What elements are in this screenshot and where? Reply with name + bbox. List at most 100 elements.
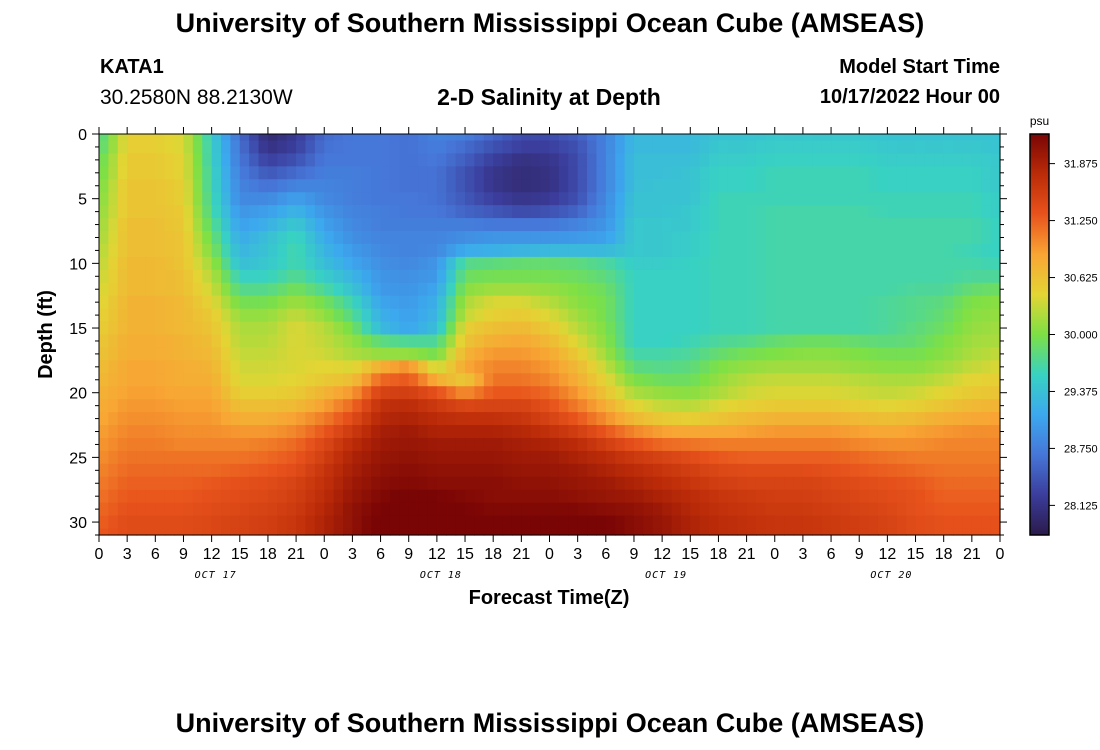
heatmap-cell bbox=[877, 412, 888, 426]
heatmap-cell bbox=[558, 476, 569, 491]
heatmap-cell bbox=[192, 476, 203, 491]
heatmap-cell bbox=[943, 437, 954, 452]
heatmap-cell bbox=[737, 515, 748, 530]
heatmap-cell bbox=[596, 502, 607, 517]
heatmap-cell bbox=[774, 243, 785, 258]
heatmap-cell bbox=[371, 528, 382, 536]
heatmap-cell bbox=[774, 179, 785, 193]
heatmap-cell bbox=[821, 437, 832, 452]
heatmap-cell bbox=[333, 437, 344, 452]
heatmap-cell bbox=[943, 373, 954, 387]
heatmap-cell bbox=[521, 386, 532, 400]
heatmap-cell bbox=[418, 205, 429, 219]
heatmap-cell bbox=[343, 489, 354, 504]
heatmap-cell bbox=[108, 134, 119, 142]
heatmap-cell bbox=[239, 360, 250, 374]
heatmap-cell bbox=[202, 205, 213, 219]
heatmap-cell bbox=[924, 256, 935, 271]
heatmap-cell bbox=[352, 231, 363, 245]
heatmap-cell bbox=[211, 153, 222, 167]
heatmap-cell bbox=[465, 218, 476, 232]
heatmap-cell bbox=[361, 321, 372, 336]
x-tick-label: 21 bbox=[512, 546, 530, 563]
heatmap-cell bbox=[286, 282, 297, 297]
heatmap-cell bbox=[868, 295, 879, 310]
heatmap-cell bbox=[868, 140, 879, 155]
heatmap-cell bbox=[680, 412, 691, 426]
heatmap-cell bbox=[680, 256, 691, 271]
heatmap-cell bbox=[446, 179, 457, 193]
heatmap-cell bbox=[192, 412, 203, 426]
heatmap-cell bbox=[343, 386, 354, 400]
heatmap-cell bbox=[652, 321, 663, 336]
heatmap-cell bbox=[314, 321, 325, 336]
heatmap-cell bbox=[662, 166, 673, 180]
heatmap-cell bbox=[934, 256, 945, 271]
heatmap-cell bbox=[380, 134, 391, 142]
heatmap-cell bbox=[868, 179, 879, 193]
heatmap-cell bbox=[380, 243, 391, 258]
heatmap-cell bbox=[361, 218, 372, 232]
heatmap-cell bbox=[155, 153, 166, 167]
heatmap-cell bbox=[840, 179, 851, 193]
heatmap-cell bbox=[117, 425, 128, 439]
heatmap-cell bbox=[615, 153, 626, 167]
heatmap-cell bbox=[774, 502, 785, 517]
heatmap-cell bbox=[821, 140, 832, 155]
heatmap-cell bbox=[380, 373, 391, 387]
heatmap-cell bbox=[446, 256, 457, 271]
heatmap-cell bbox=[427, 166, 438, 180]
heatmap-cell bbox=[446, 243, 457, 258]
heatmap-cell bbox=[821, 360, 832, 374]
heatmap-cell bbox=[333, 528, 344, 536]
heatmap-cell bbox=[540, 295, 551, 310]
heatmap-cell bbox=[343, 399, 354, 413]
heatmap-cell bbox=[709, 489, 720, 504]
heatmap-cell bbox=[521, 205, 532, 219]
heatmap-cell bbox=[643, 269, 654, 284]
heatmap-cell bbox=[530, 463, 541, 478]
heatmap-cell bbox=[455, 179, 466, 193]
heatmap-cell bbox=[962, 269, 973, 284]
heatmap-cell bbox=[258, 373, 269, 387]
heatmap-cell bbox=[296, 243, 307, 258]
heatmap-cell bbox=[136, 134, 147, 142]
heatmap-cell bbox=[615, 412, 626, 426]
heatmap-cell bbox=[436, 334, 447, 349]
heatmap-cell bbox=[258, 282, 269, 297]
heatmap-cell bbox=[605, 153, 616, 167]
heatmap-cell bbox=[202, 425, 213, 439]
heatmap-cell bbox=[934, 321, 945, 336]
heatmap-cell bbox=[587, 308, 598, 323]
heatmap-cell bbox=[399, 360, 410, 374]
heatmap-cell bbox=[840, 269, 851, 284]
heatmap-cell bbox=[793, 360, 804, 374]
heatmap-cell bbox=[690, 528, 701, 536]
heatmap-cell bbox=[455, 218, 466, 232]
heatmap-cell bbox=[371, 282, 382, 297]
heatmap-cell bbox=[361, 205, 372, 219]
heatmap-cell bbox=[934, 308, 945, 323]
heatmap-cell bbox=[267, 134, 278, 142]
heatmap-cell bbox=[164, 140, 175, 155]
heatmap-cell bbox=[371, 153, 382, 167]
heatmap-cell bbox=[802, 256, 813, 271]
heatmap-cell bbox=[709, 269, 720, 284]
heatmap-cell bbox=[164, 373, 175, 387]
heatmap-cell bbox=[877, 308, 888, 323]
heatmap-cell bbox=[286, 489, 297, 504]
heatmap-cell bbox=[258, 179, 269, 193]
heatmap-cell bbox=[680, 269, 691, 284]
heatmap-cell bbox=[812, 334, 823, 349]
heatmap-cell bbox=[267, 528, 278, 536]
heatmap-cell bbox=[868, 205, 879, 219]
heatmap-cell bbox=[737, 295, 748, 310]
heatmap-cell bbox=[587, 412, 598, 426]
heatmap-cell bbox=[399, 308, 410, 323]
heatmap-cell bbox=[943, 386, 954, 400]
heatmap-cell bbox=[859, 425, 870, 439]
heatmap-cell bbox=[502, 269, 513, 284]
heatmap-cell bbox=[249, 153, 260, 167]
heatmap-cell bbox=[361, 386, 372, 400]
heatmap-cell bbox=[502, 476, 513, 491]
